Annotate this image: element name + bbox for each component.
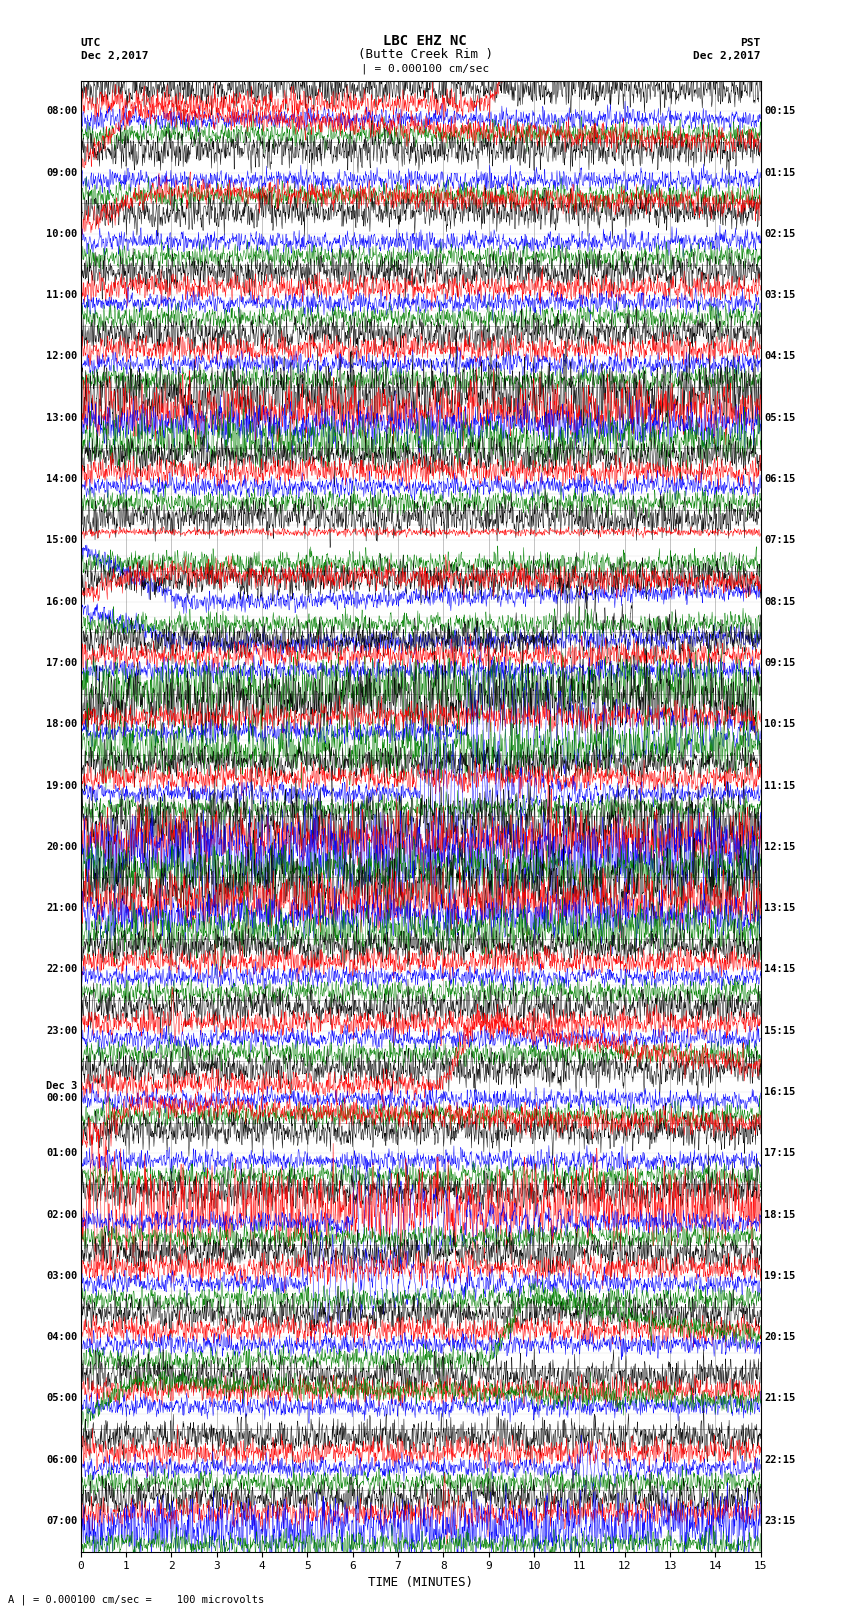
Text: 10:00: 10:00 xyxy=(46,229,77,239)
Text: 01:00: 01:00 xyxy=(46,1148,77,1158)
Text: 21:00: 21:00 xyxy=(46,903,77,913)
X-axis label: TIME (MINUTES): TIME (MINUTES) xyxy=(368,1576,473,1589)
Text: 22:15: 22:15 xyxy=(764,1455,796,1465)
Text: 07:15: 07:15 xyxy=(764,536,796,545)
Text: | = 0.000100 cm/sec: | = 0.000100 cm/sec xyxy=(361,63,489,74)
Text: 15:15: 15:15 xyxy=(764,1026,796,1036)
Text: 14:15: 14:15 xyxy=(764,965,796,974)
Text: 17:15: 17:15 xyxy=(764,1148,796,1158)
Text: 16:00: 16:00 xyxy=(46,597,77,606)
Text: 06:15: 06:15 xyxy=(764,474,796,484)
Text: (Butte Creek Rim ): (Butte Creek Rim ) xyxy=(358,48,492,61)
Text: 01:15: 01:15 xyxy=(764,168,796,177)
Text: 22:00: 22:00 xyxy=(46,965,77,974)
Text: A | = 0.000100 cm/sec =    100 microvolts: A | = 0.000100 cm/sec = 100 microvolts xyxy=(8,1594,264,1605)
Text: Dec 2,2017: Dec 2,2017 xyxy=(694,52,761,61)
Text: 03:00: 03:00 xyxy=(46,1271,77,1281)
Text: 11:15: 11:15 xyxy=(764,781,796,790)
Text: 12:00: 12:00 xyxy=(46,352,77,361)
Text: 00:15: 00:15 xyxy=(764,106,796,116)
Text: UTC: UTC xyxy=(81,39,101,48)
Text: 10:15: 10:15 xyxy=(764,719,796,729)
Text: 20:00: 20:00 xyxy=(46,842,77,852)
Text: 03:15: 03:15 xyxy=(764,290,796,300)
Text: 20:15: 20:15 xyxy=(764,1332,796,1342)
Text: 19:15: 19:15 xyxy=(764,1271,796,1281)
Text: 02:15: 02:15 xyxy=(764,229,796,239)
Text: 07:00: 07:00 xyxy=(46,1516,77,1526)
Text: Dec 2,2017: Dec 2,2017 xyxy=(81,52,148,61)
Text: 04:15: 04:15 xyxy=(764,352,796,361)
Text: Dec 3
00:00: Dec 3 00:00 xyxy=(46,1081,77,1103)
Text: 05:15: 05:15 xyxy=(764,413,796,423)
Text: 18:15: 18:15 xyxy=(764,1210,796,1219)
Text: 04:00: 04:00 xyxy=(46,1332,77,1342)
Text: 18:00: 18:00 xyxy=(46,719,77,729)
Text: 11:00: 11:00 xyxy=(46,290,77,300)
Text: 08:00: 08:00 xyxy=(46,106,77,116)
Text: 23:15: 23:15 xyxy=(764,1516,796,1526)
Text: 02:00: 02:00 xyxy=(46,1210,77,1219)
Text: 09:15: 09:15 xyxy=(764,658,796,668)
Text: LBC EHZ NC: LBC EHZ NC xyxy=(383,34,467,48)
Text: 13:15: 13:15 xyxy=(764,903,796,913)
Text: 05:00: 05:00 xyxy=(46,1394,77,1403)
Text: 17:00: 17:00 xyxy=(46,658,77,668)
Text: 12:15: 12:15 xyxy=(764,842,796,852)
Text: 06:00: 06:00 xyxy=(46,1455,77,1465)
Text: 08:15: 08:15 xyxy=(764,597,796,606)
Text: 23:00: 23:00 xyxy=(46,1026,77,1036)
Text: PST: PST xyxy=(740,39,761,48)
Text: 16:15: 16:15 xyxy=(764,1087,796,1097)
Text: 21:15: 21:15 xyxy=(764,1394,796,1403)
Text: 14:00: 14:00 xyxy=(46,474,77,484)
Text: 09:00: 09:00 xyxy=(46,168,77,177)
Text: 13:00: 13:00 xyxy=(46,413,77,423)
Text: 15:00: 15:00 xyxy=(46,536,77,545)
Text: 19:00: 19:00 xyxy=(46,781,77,790)
